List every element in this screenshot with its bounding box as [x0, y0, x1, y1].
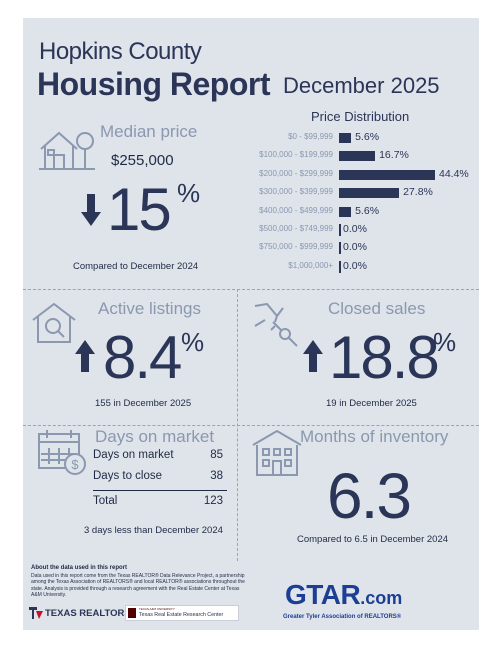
price-distribution-value: 0.0% — [343, 259, 367, 272]
price-distribution-bar — [339, 169, 435, 180]
dom-total-rule — [93, 490, 227, 491]
closed-sales-pct-sign: % — [433, 327, 457, 357]
tamu-text: Texas Real Estate Research Center — [139, 612, 224, 618]
price-distribution-value: 27.8% — [403, 186, 433, 199]
price-range-label: $750,000 - $999,999 — [259, 242, 333, 252]
price-range-label: $400,000 - $499,999 — [259, 205, 333, 215]
about-heading: About the data used in this report — [31, 565, 128, 571]
price-range-label: $1,000,000+ — [288, 260, 333, 270]
dom-row-value: 38 — [210, 470, 223, 482]
report-title: Housing Report — [37, 66, 270, 102]
median-price-change: 15 — [107, 176, 172, 243]
days-on-market-caption: 3 days less than December 2024 — [84, 525, 223, 536]
dom-row-value: 85 — [210, 449, 223, 461]
hand-key-icon — [254, 302, 298, 347]
price-distribution-row: $0 - $99,999 5.6% — [23, 131, 479, 145]
price-range-label: $300,000 - $399,999 — [259, 187, 333, 197]
county-title: Hopkins County — [39, 38, 202, 65]
arrow-up-icon — [303, 340, 323, 372]
building-icon — [252, 429, 302, 476]
svg-text:$: $ — [71, 457, 79, 472]
tamu-mark-icon — [128, 608, 136, 618]
price-distribution-title: Price Distribution — [311, 109, 410, 124]
closed-sales-caption: 19 in December 2025 — [326, 398, 417, 409]
days-on-market-title: Days on market — [95, 427, 215, 446]
months-inventory-title: Months of inventory — [300, 427, 449, 446]
price-distribution-bar — [339, 206, 352, 217]
price-distribution-value: 0.0% — [343, 241, 367, 254]
price-distribution-value: 0.0% — [343, 223, 367, 235]
gtar-logo-domain: .com — [360, 588, 403, 608]
median-price-value: $255,000 — [111, 152, 174, 169]
price-distribution-row: $500,000 - $749,999 0.0% — [23, 223, 479, 237]
house-tree-icon — [39, 131, 95, 170]
price-distribution-row: $100,000 - $199,999 16.7% — [23, 149, 479, 163]
price-distribution-bar — [339, 188, 400, 199]
months-inventory-value: 6.3 — [327, 460, 412, 532]
dom-row-total: Total 123 — [93, 495, 223, 507]
price-distribution-row: $1,000,000+ 0.0% — [23, 260, 479, 274]
price-range-label: $0 - $99,999 — [288, 132, 333, 141]
gtar-logo: GTAR.com — [285, 581, 402, 609]
price-distribution-value: 5.6% — [355, 204, 380, 217]
price-distribution-bar — [339, 260, 341, 273]
about-text: Data used in this report come from the T… — [31, 573, 245, 598]
active-listings-change: 8.4 — [103, 324, 182, 391]
dom-row-days-on-market: Days on market 85 — [93, 449, 223, 461]
price-distribution-bar — [339, 224, 341, 236]
gtar-logo-text: GTAR — [285, 579, 361, 610]
price-distribution-row: $400,000 - $499,999 5.6% — [23, 205, 479, 219]
median-price-pct-sign: % — [177, 178, 201, 208]
dom-total-label: Total — [93, 495, 118, 507]
price-distribution-bar — [339, 133, 352, 143]
texas-realtors-text: TEXAS REALTORS — [45, 607, 131, 619]
price-distribution-row: $300,000 - $399,999 27.8% — [23, 186, 479, 200]
arrow-up-icon — [75, 340, 95, 372]
house-magnifier-icon — [32, 302, 76, 343]
dom-row-days-to-close: Days to close 38 — [93, 470, 223, 482]
price-distribution-row: $200,000 - $299,999 44.4% — [23, 168, 479, 182]
dom-row-label: Days on market — [93, 449, 174, 461]
dom-row-label: Days to close — [93, 470, 163, 482]
months-inventory-caption: Compared to 6.5 in December 2024 — [297, 534, 449, 545]
active-listings-pct-sign: % — [181, 327, 205, 357]
price-distribution-value: 5.6% — [355, 131, 380, 143]
active-listings-caption: 155 in December 2025 — [95, 398, 192, 409]
median-price-title: Median price — [100, 122, 198, 141]
divider-horizontal-2 — [23, 425, 479, 426]
price-distribution-value: 16.7% — [379, 149, 409, 162]
gtar-tagline: Greater Tyler Association of REALTORS® — [283, 614, 402, 620]
closed-sales-change: 18.8 — [329, 324, 440, 391]
divider-horizontal-1 — [23, 289, 479, 290]
price-range-label: $500,000 - $749,999 — [259, 224, 333, 233]
texas-realtors-logo: TEXAS REALTORS — [29, 607, 131, 619]
price-range-label: $200,000 - $299,999 — [259, 168, 333, 178]
tamu-small-text: TEXAS A&M UNIVERSITY — [139, 607, 175, 611]
closed-sales-title: Closed sales — [328, 299, 426, 318]
tamu-logo: TEXAS A&M UNIVERSITY Texas Real Estate R… — [125, 605, 239, 621]
price-range-label: $100,000 - $199,999 — [259, 150, 333, 160]
price-distribution-value: 44.4% — [439, 167, 469, 180]
active-listings-title: Active listings — [98, 299, 201, 318]
report-page: Hopkins County Housing Report December 2… — [23, 18, 479, 630]
divider-vertical — [237, 289, 238, 561]
median-price-compare: Compared to December 2024 — [73, 261, 199, 272]
texas-realtors-mark-icon — [29, 607, 43, 619]
price-distribution-bar — [339, 151, 376, 162]
calendar-dollar-icon: $ — [38, 430, 86, 475]
dom-total-value: 123 — [203, 495, 223, 507]
price-distribution-row: $750,000 - $999,999 0.0% — [23, 241, 479, 255]
price-distribution-bar — [339, 242, 341, 255]
arrow-down-icon — [81, 194, 101, 226]
report-month: December 2025 — [283, 73, 440, 98]
